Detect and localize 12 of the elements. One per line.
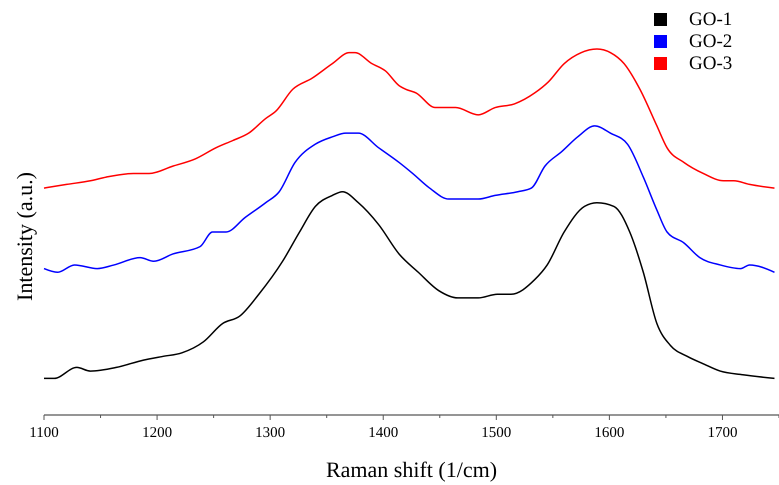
x-tick-label: 1100: [29, 425, 59, 441]
legend-label: GO-3: [689, 53, 732, 74]
x-tick-label: 1500: [481, 425, 512, 441]
y-axis-title: Intensity (a.u.): [12, 172, 37, 301]
x-axis-title: Raman shift (1/cm): [326, 457, 498, 482]
x-tick-label: 1200: [142, 425, 172, 441]
x-tick-label: 1400: [368, 425, 398, 441]
x-tick-label: 1300: [255, 425, 286, 441]
legend-label: GO-2: [689, 31, 732, 52]
x-tick-label: 1600: [594, 425, 624, 441]
legend-label: GO-1: [689, 9, 732, 30]
x-tick-label: 1700: [707, 425, 738, 441]
